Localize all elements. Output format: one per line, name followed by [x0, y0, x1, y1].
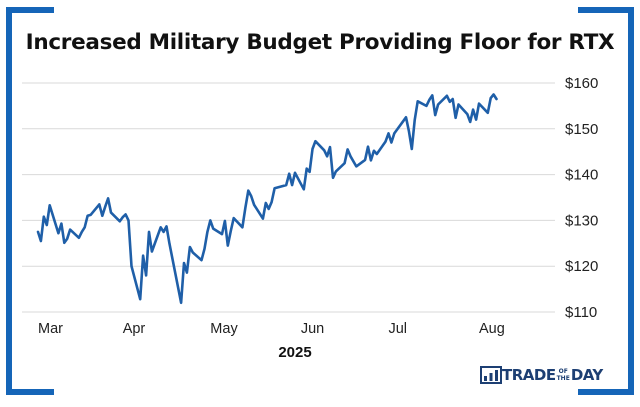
frame-bracket-top-left — [6, 7, 54, 13]
x-tick-label: Apr — [123, 321, 146, 337]
y-tick-label: $160 — [565, 75, 598, 92]
frame-bracket-bottom-right — [578, 389, 634, 395]
logo-text-of-the: OF THE — [556, 368, 570, 382]
x-tick-label: Jul — [388, 321, 407, 337]
y-tick-label: $120 — [565, 258, 598, 275]
frame-bracket-bottom-left — [6, 389, 54, 395]
y-axis-ticks: $110 $120 $130 $140 $150 $160 — [565, 75, 598, 321]
y-tick-label: $140 — [565, 167, 598, 184]
frame-bracket-top-left-vertical — [6, 7, 12, 395]
x-tick-label: Mar — [38, 321, 63, 337]
series-layer — [36, 93, 498, 305]
frame-bracket-top-right — [578, 7, 634, 13]
x-tick-label: May — [210, 321, 238, 337]
frame-bracket-right-vertical — [628, 7, 634, 395]
x-tick-label: Aug — [479, 321, 505, 337]
y-tick-label: $150 — [565, 121, 598, 138]
x-tick-label: Jun — [301, 321, 324, 337]
chart-title: Increased Military Budget Providing Floo… — [25, 30, 615, 55]
series-line-rtx — [36, 93, 498, 305]
trade-of-the-day-logo: TRADE OF THE DAY — [480, 364, 603, 386]
bar-chart-logo-icon — [480, 366, 502, 384]
x-axis-label: 2025 — [278, 344, 312, 361]
logo-text-trade: TRADE — [502, 366, 556, 384]
y-tick-label: $130 — [565, 212, 598, 229]
y-tick-label: $110 — [565, 304, 597, 321]
logo-text-day: DAY — [570, 366, 604, 384]
x-axis-ticks: Mar Apr May Jun Jul Aug — [38, 321, 505, 337]
